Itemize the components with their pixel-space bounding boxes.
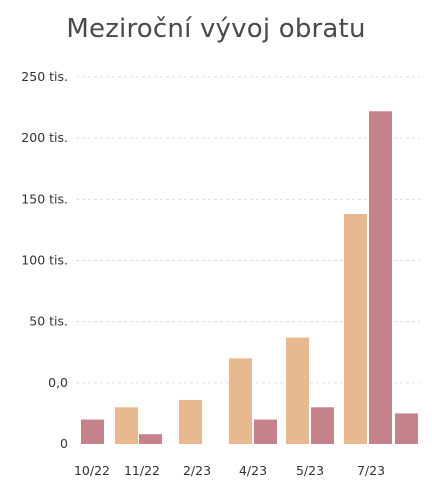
bar (81, 419, 104, 444)
bar (139, 434, 162, 444)
bar (179, 399, 202, 444)
y-tick-label: 0,0 (48, 375, 68, 390)
y-tick-label: 150 tis. (21, 191, 68, 206)
bar (229, 358, 252, 444)
bar (254, 419, 277, 444)
bar (311, 407, 334, 444)
y-tick-label: 0 (60, 436, 68, 451)
y-tick-label: 50 tis. (29, 314, 68, 329)
x-tick-label: 11/22 (124, 463, 160, 478)
x-tick-label: 10/22 (74, 463, 110, 478)
bar (344, 214, 367, 444)
bar (395, 413, 418, 444)
bar (369, 111, 392, 445)
y-tick-label: 100 tis. (21, 253, 68, 268)
bar (286, 337, 309, 444)
x-tick-label: 7/23 (357, 463, 385, 478)
x-tick-label: 2/23 (183, 463, 211, 478)
bar (115, 407, 138, 444)
y-tick-label: 250 tis. (21, 69, 68, 84)
chart-title: Meziroční vývoj obratu (66, 14, 366, 44)
x-tick-label: 5/23 (296, 463, 324, 478)
y-tick-label: 200 tis. (21, 130, 68, 145)
x-tick-label: 4/23 (239, 463, 267, 478)
